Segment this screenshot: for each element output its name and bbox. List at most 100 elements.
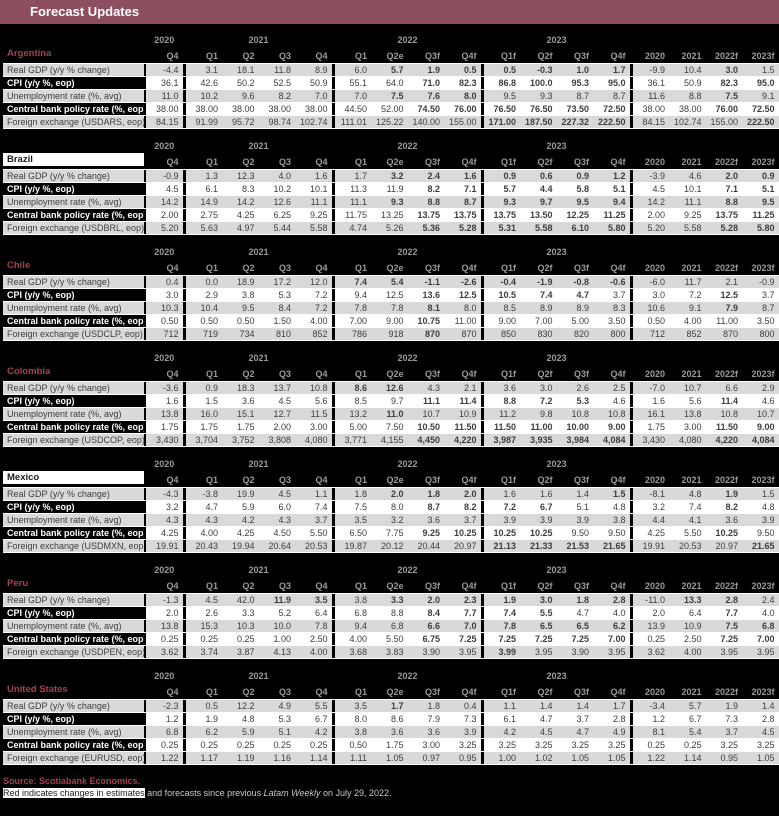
country-header: United States [7,683,68,695]
value-cell: 2.8 [593,713,630,725]
value-cell: 95.0 [742,77,779,89]
value-cell: 4.9 [258,700,295,712]
value-cell: 0.5 [444,64,481,76]
country-header: Peru [7,577,29,589]
value-cell: 19.91 [632,540,669,552]
value-cell: 4.00 [185,527,222,539]
value-cell: 5.7 [371,64,408,76]
year-header: 2020 [154,671,175,681]
value-cell: 9.50 [742,527,779,539]
value-cell: 12.6 [258,196,295,208]
column-header-row: Colombia Q4 Q1 Q2 Q3 Q4 Q1 Q2e Q3f Q4f Q1f Q2f Q3f Q4… [3,363,779,381]
value-cell: 71.0 [407,77,444,89]
value-cell: 0.9 [742,170,779,182]
value-cell: 3.8 [222,289,259,301]
row-label: Unemployment rate (%, avg) [3,196,144,208]
value-cell: 72.50 [593,103,630,115]
value-cell: 1.02 [520,752,557,764]
value-cell: 2.0 [407,594,444,606]
value-cell: 0.25 [185,633,222,645]
value-cell: 7.2 [295,289,332,301]
value-cell: 4.2 [222,514,259,526]
value-cell: 4,450 [407,434,444,446]
value-cell: 2.0 [444,488,481,500]
value-cell: 1.75 [146,421,183,433]
table-row: Real GDP (y/y % change) -1.3 4.5 42.0 11.9 3.… [3,594,779,606]
value-cell: 8.6 [371,713,408,725]
value-cell: 2.0 [146,607,183,619]
quarter-header: Q3 [278,157,291,167]
quarter-header: Q4 [166,687,179,697]
value-cell: 3.25 [742,739,779,751]
value-cell: 4.6 [593,395,630,407]
row-label: Real GDP (y/y % change) [3,170,144,182]
table-row: Real GDP (y/y % change) -4.4 3.1 18.1 11.8 8.… [3,64,779,76]
row-label: Real GDP (y/y % change) [3,594,144,606]
value-cell: 2.8 [593,594,630,606]
value-cell: 38.00 [146,103,183,115]
value-cell: 1.75 [371,739,408,751]
value-cell: 14.2 [146,196,183,208]
value-cell: 8.8 [407,196,444,208]
value-cell: 1.00 [258,633,295,645]
value-cell: 8.5 [334,395,371,407]
quarter-header: Q2f [537,157,553,167]
value-cell: 0.9 [185,382,222,394]
value-cell: 9.7 [371,395,408,407]
value-cell: 810 [258,328,295,340]
value-cell: 0.25 [669,739,706,751]
value-cell: 4.2 [295,726,332,738]
value-cell: 1.8 [407,488,444,500]
table-body: Real GDP (y/y % change) -3.6 0.9 18.3 13.7 10… [3,381,779,447]
year-header-row: 2020 2021 2022 2023 [3,245,779,257]
value-cell: 5.1 [556,501,593,513]
value-cell: -4.3 [146,488,183,500]
value-cell: 20.64 [258,540,295,552]
value-cell: 2.00 [146,209,183,221]
value-cell: 50.9 [669,77,706,89]
value-cell: 6.7 [669,713,706,725]
value-cell: 5.00 [334,421,371,433]
value-cell: 4.5 [258,488,295,500]
value-cell: 4.25 [222,527,259,539]
quarter-header: Q1 [354,263,367,273]
value-cell: 8.7 [556,90,593,102]
quarter-header: 2021 [681,51,702,61]
value-cell: 4.8 [222,713,259,725]
year-header-row: 2020 2021 2022 2023 [3,139,779,151]
value-cell: 4.97 [222,222,259,234]
value-cell: 10.25 [705,527,742,539]
value-cell: 4.6 [742,395,779,407]
source-note: Source: Scotiabank Economics. [3,776,141,786]
value-cell: 91.99 [185,116,222,128]
value-cell: 3,984 [556,434,593,446]
value-cell: 852 [295,328,332,340]
value-cell: 3.9 [556,514,593,526]
quarter-header: Q3f [573,369,589,379]
value-cell: 8.7 [407,501,444,513]
value-cell: 111.01 [334,116,371,128]
value-cell: 9.00 [593,421,630,433]
value-cell: 187.50 [520,116,557,128]
value-cell: 8.8 [371,607,408,619]
value-cell: 6.7 [295,713,332,725]
quarter-header: Q4f [461,687,477,697]
value-cell: 11.8 [258,64,295,76]
value-cell: 1.7 [593,700,630,712]
quarter-header: Q1 [205,687,218,697]
row-label: Foreign exchange (USDARS, eop) [3,116,144,128]
table-row: Central bank policy rate (%, eop) 2.00 2.7… [3,208,779,221]
value-cell: 7.00 [593,633,630,645]
value-cell: 5.80 [593,222,630,234]
value-cell: 5.6 [669,395,706,407]
row-label: CPI (y/y %, eop) [3,501,144,513]
value-cell: 10.5 [483,289,520,301]
value-cell: -0.6 [593,276,630,288]
value-cell: 3.7 [742,289,779,301]
value-cell: 9.7 [520,196,557,208]
value-cell: 3.6 [407,726,444,738]
value-cell: 0.97 [407,752,444,764]
value-cell: 7.4 [669,501,706,513]
value-cell: 21.53 [556,540,593,552]
value-cell: 7.4 [483,607,520,619]
